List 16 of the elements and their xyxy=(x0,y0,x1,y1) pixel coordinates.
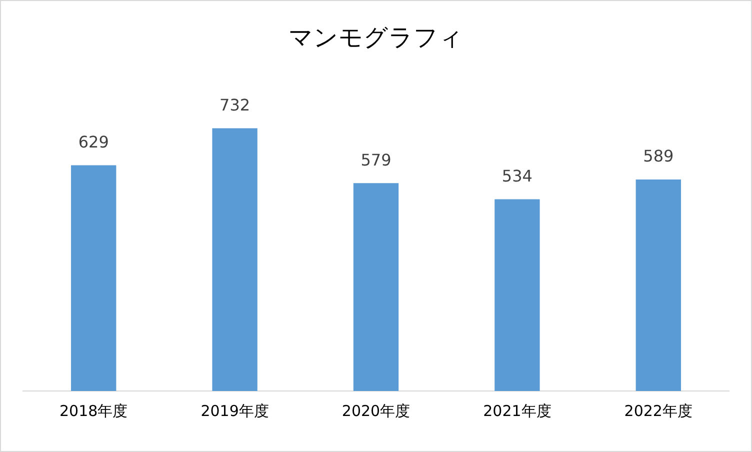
x-tick-label: 2019年度 xyxy=(200,402,269,420)
x-tick-label: 2021年度 xyxy=(483,402,552,420)
data-label: 589 xyxy=(643,146,674,166)
bar xyxy=(353,183,399,391)
data-label: 629 xyxy=(78,132,109,152)
bar xyxy=(71,165,116,391)
x-tick-label: 2018年度 xyxy=(60,402,128,420)
data-label: 579 xyxy=(360,150,392,170)
data-label: 732 xyxy=(220,95,250,114)
x-tick-label: 2022年度 xyxy=(624,402,692,420)
data-label: 534 xyxy=(502,166,532,186)
bar xyxy=(494,199,540,391)
x-tick-label: 2020年度 xyxy=(342,402,410,420)
chart-title: マンモグラフィ xyxy=(288,24,464,52)
bar xyxy=(636,180,681,391)
bar xyxy=(212,128,258,391)
